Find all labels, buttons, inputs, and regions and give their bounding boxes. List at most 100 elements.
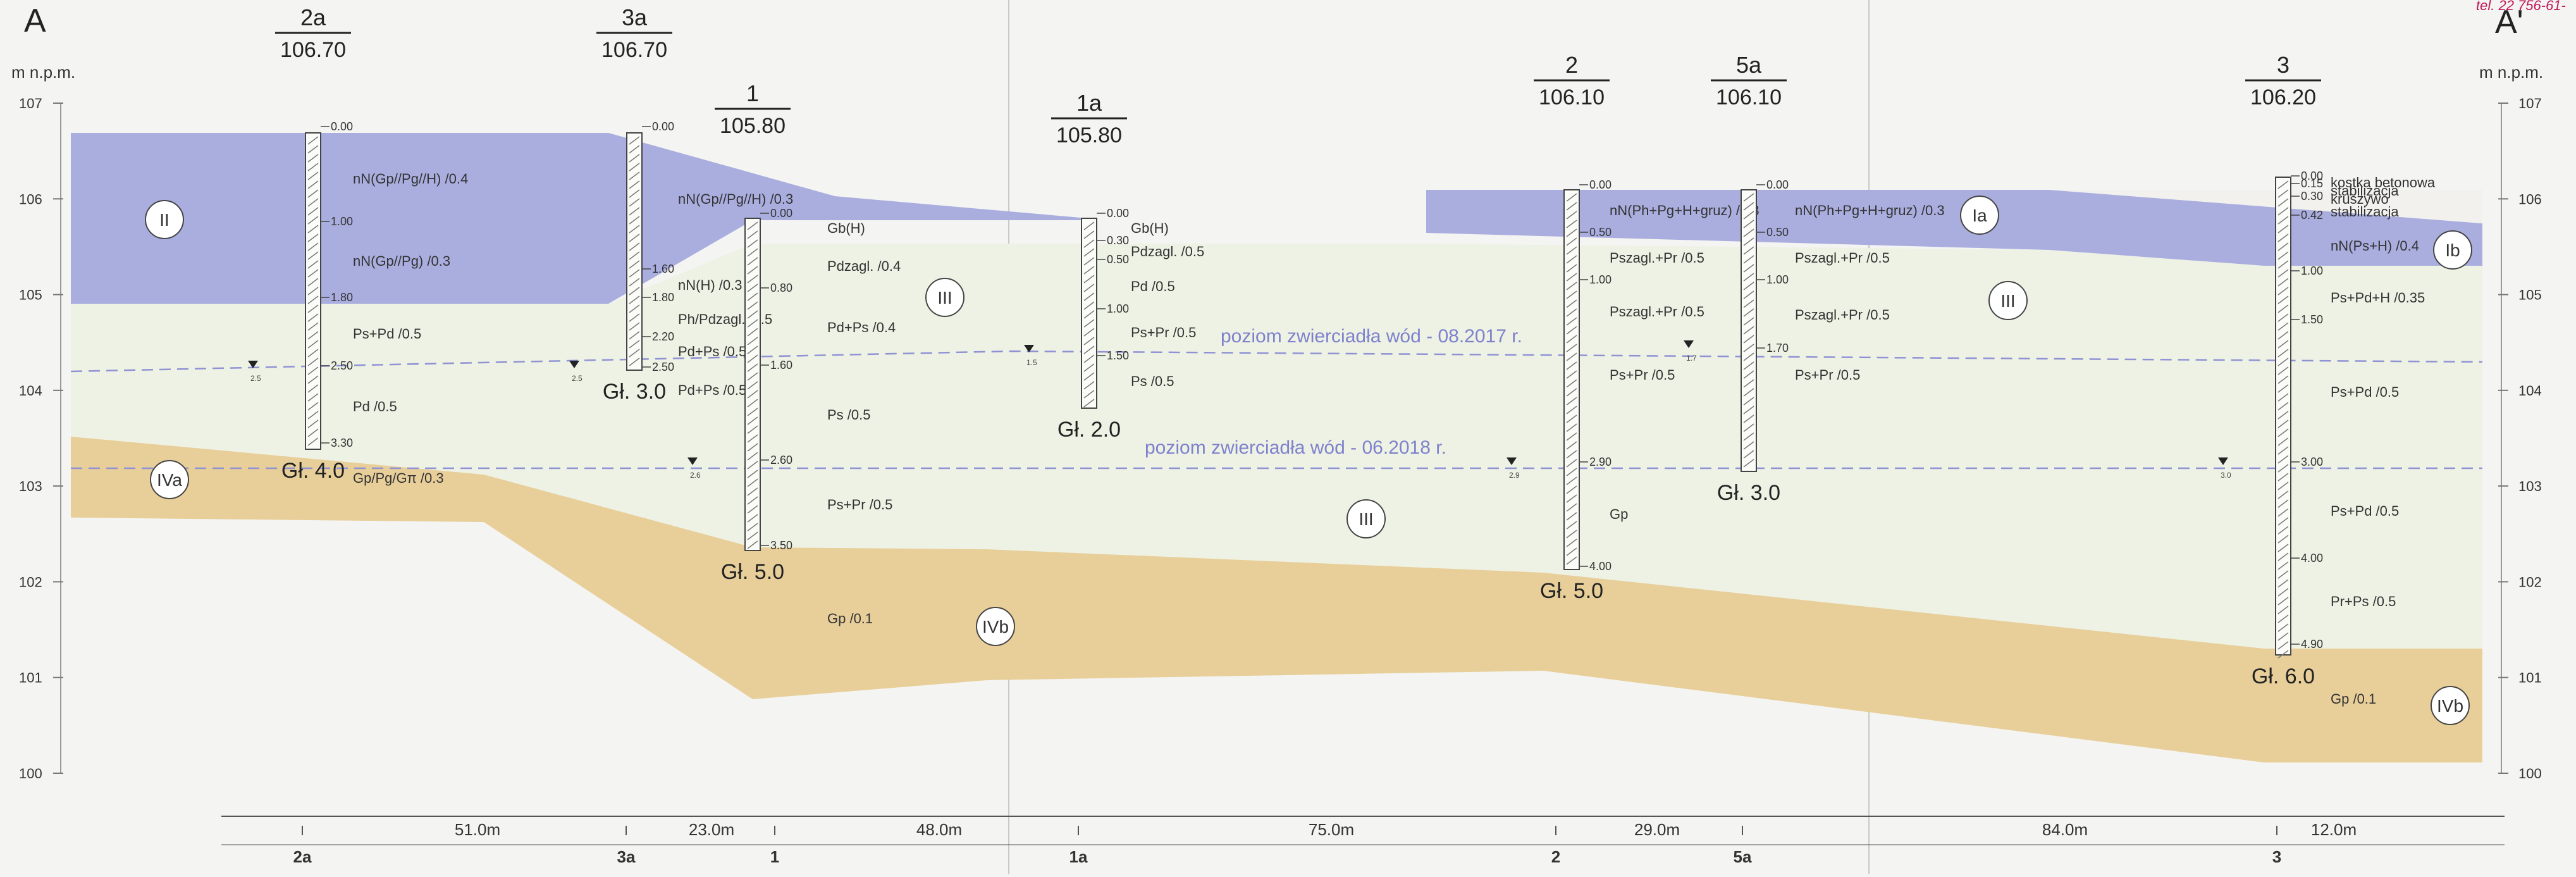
borehole-hatch (629, 304, 640, 313)
borehole-hatch (629, 154, 640, 163)
borehole-hatch (2277, 552, 2289, 561)
borehole-hatch (307, 163, 319, 171)
depth-tick-label: 1.00 (2301, 264, 2323, 277)
borehole-hatch (747, 283, 758, 292)
distance-label: 23.0m (689, 820, 734, 839)
borehole-1a: 1a 105.80 0.00 0.30 0.50 1.00 1.50 Gb(H) Pdzagl.… (1024, 90, 1204, 442)
borehole-hatch (1083, 399, 1095, 407)
zone-label: III (1359, 509, 1373, 529)
elevation-tick-label: 106 (19, 191, 42, 207)
borehole-hatch (307, 437, 319, 446)
borehole-hatch (1743, 450, 1754, 459)
borehole-hatch (307, 180, 319, 189)
borehole-hatch (629, 242, 640, 251)
borehole-hatch (747, 434, 758, 443)
borehole-hatch (1743, 202, 1754, 211)
depth-tick-label: 1.60 (770, 359, 792, 371)
borehole-hatch (1743, 459, 1754, 468)
borehole-hatch (747, 470, 758, 478)
borehole-depth: Gł. 6.0 (2252, 664, 2315, 688)
layer-description: Ps+Pd+H /0.35 (2331, 290, 2425, 306)
layer-description: Gb(H) (827, 220, 865, 236)
water-depth-value: 1.7 (1686, 354, 1697, 363)
borehole-label-bottom: 3 (2272, 847, 2281, 866)
borehole-hatch (629, 216, 640, 225)
borehole-hatch (2277, 375, 2289, 384)
borehole-hatch (1566, 282, 1577, 290)
layer-description: nN(Gp//Pg//H) /0.4 (353, 171, 468, 187)
depth-tick-label: 0.30 (1107, 234, 1129, 247)
borehole-2: 2 106.10 0.00 0.50 1.00 2.90 4.00 nN(Ph+Pg+H+gr… (1507, 52, 1759, 603)
borehole-hatch (1083, 363, 1095, 372)
borehole-columns: 2a 106.70 0.00 1.00 1.80 2.50 3.30 nN(Gp//Pg//H… (248, 4, 2436, 707)
borehole-hatch (747, 496, 758, 505)
layer-description: Gp /0.1 (827, 611, 873, 626)
borehole-hatch (1743, 317, 1754, 326)
borehole-column (1081, 218, 1097, 409)
elevation-tick-label: 106 (2518, 191, 2542, 207)
layer-description: nN(Gp//Pg//H) /0.3 (678, 191, 793, 207)
depth-tick-label: 1.60 (652, 263, 674, 275)
borehole-hatch (629, 198, 640, 207)
borehole-hatch (2277, 198, 2289, 207)
distance-scale (221, 816, 2505, 845)
borehole-hatch (1566, 317, 1577, 326)
borehole-hatch (1743, 193, 1754, 202)
layer-description: Pd+Ps /0.4 (827, 320, 896, 335)
borehole-hatch (1083, 257, 1095, 266)
zone-label: III (937, 288, 952, 308)
axis-unit-left: m n.p.m. (11, 63, 75, 82)
borehole-hatch (307, 145, 319, 154)
layer-description: Pd+Ps /0.5 (678, 344, 746, 359)
layer-description: nN(Gp//Pg) /0.3 (353, 253, 450, 269)
borehole-hatch (1083, 221, 1095, 230)
borehole-2a: 2a 106.70 0.00 1.00 1.80 2.50 3.30 nN(Gp//Pg//H… (248, 4, 468, 486)
borehole-hatch (1566, 538, 1577, 547)
borehole-hatch (2277, 455, 2289, 464)
zone-marker (1960, 196, 1999, 235)
borehole-hatch (307, 295, 319, 304)
borehole-id: 1 (746, 80, 759, 106)
borehole-hatch (1566, 423, 1577, 432)
elevation-tick-label: 107 (2518, 96, 2542, 111)
layer-description: Pszagl.+Pr /0.5 (1795, 250, 1890, 266)
borehole-hatch (307, 420, 319, 428)
borehole-hatch (1566, 255, 1577, 264)
borehole-label-bottom: 2a (293, 847, 312, 866)
layer-description: Pdzagl. /0.4 (827, 258, 901, 274)
layer-description: Gp (1610, 506, 1628, 522)
layer-description: Ps+Pr /0.5 (1610, 367, 1675, 383)
borehole-hatch (1566, 370, 1577, 379)
borehole-hatch (1566, 308, 1577, 317)
zone-label: III (2000, 291, 2015, 311)
borehole-hatch (1743, 414, 1754, 423)
borehole-hatch (1743, 255, 1754, 264)
soil-layers (71, 133, 2482, 762)
distance-label: 75.0m (1309, 820, 1354, 839)
borehole-hatch (1566, 476, 1577, 485)
elevation-tick-label: 101 (19, 670, 42, 686)
borehole-hatch (1743, 228, 1754, 237)
depth-tick-label: 0.80 (770, 282, 792, 294)
borehole-hatch (2277, 242, 2289, 251)
zone-marker (1347, 499, 1386, 538)
borehole-hatch (307, 225, 319, 233)
borehole-hatch (307, 402, 319, 411)
elevation-tick-label: 104 (19, 383, 42, 399)
borehole-hatch (2277, 384, 2289, 393)
borehole-hatch (307, 198, 319, 207)
elevation-tick-label: 100 (2518, 766, 2542, 781)
depth-tick-label: 0.00 (331, 120, 353, 133)
layer-description: Ps+Pd /0.5 (2331, 503, 2399, 519)
borehole-hatch (747, 372, 758, 381)
water-depth-value: 2.9 (1509, 471, 1520, 480)
elevation-tick-label: 104 (2518, 383, 2542, 399)
borehole-hatch (2277, 437, 2289, 446)
borehole-hatch (629, 278, 640, 287)
borehole-hatch (1743, 264, 1754, 273)
borehole-hatch (307, 331, 319, 340)
borehole-hatch (2277, 428, 2289, 437)
borehole-hatch (1566, 459, 1577, 468)
zone-marker (1988, 281, 2028, 320)
borehole-hatch (1566, 335, 1577, 344)
